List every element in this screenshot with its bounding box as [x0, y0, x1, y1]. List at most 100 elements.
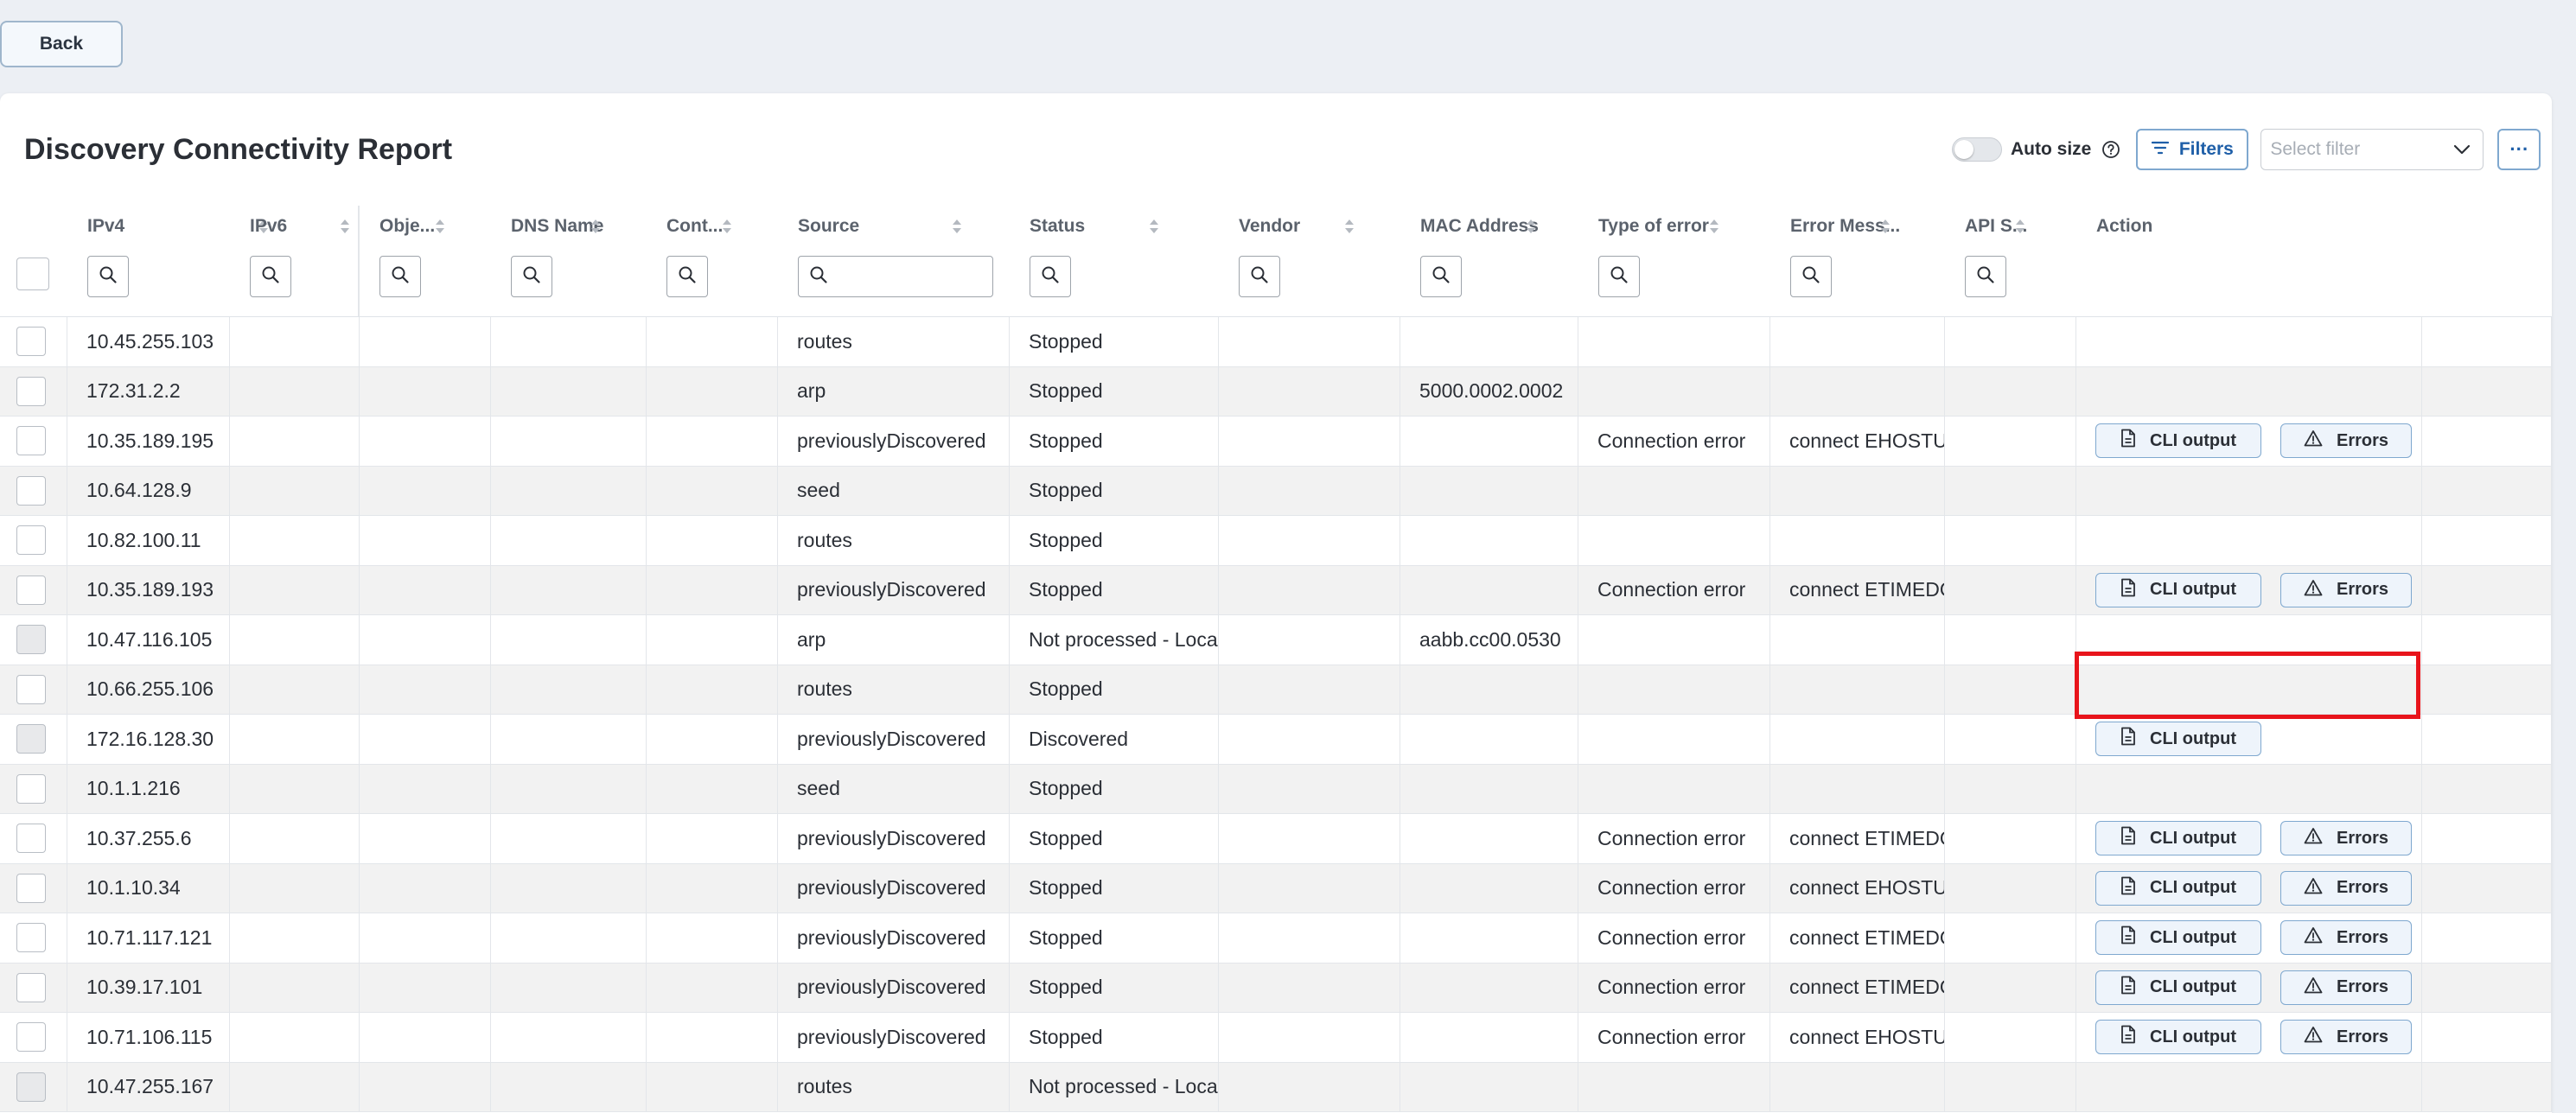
cell-action [2076, 1062, 2422, 1111]
search-icon [522, 265, 541, 289]
cell-error_message [1770, 615, 1945, 665]
table-row: 10.35.189.195 previouslyDiscovered Stopped… [0, 417, 2552, 467]
row-checkbox[interactable] [16, 1022, 46, 1053]
sort-icon[interactable] [1708, 218, 1720, 239]
cell-ipv6 [230, 715, 360, 764]
table-row: 10.1.1.216 seed Stopped [0, 764, 2552, 814]
search-button-error_type[interactable] [1598, 256, 1640, 297]
sort-icon[interactable] [1148, 218, 1160, 239]
search-button-ipv6[interactable] [250, 256, 291, 297]
cell-vendor [1219, 764, 1400, 813]
row-checkbox[interactable] [16, 972, 46, 1002]
cli-output-button[interactable]: CLI output [2095, 1020, 2261, 1055]
sort-icon[interactable] [590, 218, 602, 239]
table-row: 10.37.255.6 previouslyDiscovered Stopped Co… [0, 814, 2552, 864]
search-button-context[interactable] [666, 256, 708, 297]
column-label-ipv4: IPv4 [87, 216, 125, 236]
search-button-error_message[interactable] [1790, 256, 1832, 297]
row-checkbox[interactable] [16, 674, 46, 704]
cell-vendor [1219, 366, 1400, 416]
search-button-mac[interactable] [1420, 256, 1462, 297]
select-all-checkbox[interactable] [16, 258, 49, 290]
chevron-down-icon [2453, 139, 2471, 160]
cell-error_message [1770, 1062, 1945, 1111]
row-checkbox[interactable] [16, 426, 46, 456]
cell-error_message [1770, 366, 1945, 416]
filters-button[interactable]: Filters [2136, 129, 2249, 170]
sort-icon[interactable] [721, 218, 733, 239]
cell-vendor [1219, 417, 1400, 466]
autosize-toggle[interactable] [1952, 137, 2002, 162]
cell-vendor [1219, 516, 1400, 565]
cell-dns [491, 516, 647, 565]
errors-button[interactable]: Errors [2280, 870, 2412, 906]
cell-select [0, 615, 67, 665]
sort-icon[interactable] [258, 218, 270, 239]
cli-output-button[interactable]: CLI output [2095, 572, 2261, 607]
cell-select [0, 516, 67, 565]
column-label-mac: MAC Address [1420, 216, 1539, 236]
sort-icon[interactable] [1343, 218, 1355, 239]
sort-icon[interactable] [2014, 218, 2026, 239]
search-button-objects[interactable] [379, 256, 421, 297]
errors-button[interactable]: Errors [2280, 423, 2412, 459]
cell-status: Stopped [1010, 913, 1219, 963]
search-button-status[interactable] [1030, 256, 1071, 297]
cli-output-button[interactable]: CLI output [2095, 821, 2261, 856]
cli-output-label: CLI output [2150, 927, 2236, 947]
search-button-api[interactable] [1965, 256, 2006, 297]
row-checkbox[interactable] [16, 327, 46, 357]
help-icon[interactable] [2101, 140, 2120, 159]
back-button[interactable]: Back [0, 21, 123, 67]
errors-button[interactable]: Errors [2280, 572, 2412, 607]
errors-button[interactable]: Errors [2280, 920, 2412, 956]
cell-status: Stopped [1010, 1013, 1219, 1062]
cell-ipv4: 10.47.116.105 [67, 615, 230, 665]
cli-output-button[interactable]: CLI output [2095, 870, 2261, 906]
row-checkbox[interactable] [16, 923, 46, 953]
header-dns: DNS Name [491, 206, 647, 316]
row-checkbox[interactable] [16, 773, 46, 804]
cell-error_message: connect ETIMEDOUT [1770, 565, 1945, 614]
more-options-button[interactable]: ··· [2497, 129, 2541, 170]
cell-api [1945, 963, 2076, 1012]
row-checkbox[interactable] [16, 475, 46, 506]
sort-icon[interactable] [1525, 218, 1537, 239]
cell-mac [1400, 1062, 1578, 1111]
cli-output-button[interactable]: CLI output [2095, 970, 2261, 1005]
row-checkbox[interactable] [16, 376, 46, 406]
cell-error_type: Connection error [1578, 417, 1770, 466]
cell-dns [491, 764, 647, 813]
cell-mac [1400, 863, 1578, 913]
cell-vendor [1219, 1013, 1400, 1062]
row-checkbox[interactable] [16, 824, 46, 854]
sort-icon[interactable] [434, 218, 446, 239]
cell-status: Stopped [1010, 863, 1219, 913]
row-checkbox[interactable] [16, 873, 46, 903]
search-button-vendor[interactable] [1239, 256, 1280, 297]
row-checkbox[interactable] [16, 575, 46, 605]
cell-error_message: connect EHOSTUNREACH [1770, 1013, 1945, 1062]
sort-icon[interactable] [339, 218, 351, 239]
header-action: Action [2076, 206, 2422, 316]
search-button-dns[interactable] [511, 256, 552, 297]
cli-output-button[interactable]: CLI output [2095, 920, 2261, 956]
cell-action: CLI output Errors [2076, 1013, 2422, 1062]
source-search-input[interactable] [798, 256, 993, 297]
cell-ipv4: 10.1.1.216 [67, 764, 230, 813]
errors-button[interactable]: Errors [2280, 1020, 2412, 1055]
search-button-ipv4[interactable] [87, 256, 129, 297]
cell-error_message [1770, 317, 1945, 366]
cell-error_type: Connection error [1578, 1013, 1770, 1062]
sort-icon[interactable] [951, 218, 963, 239]
errors-button[interactable]: Errors [2280, 970, 2412, 1005]
errors-button[interactable]: Errors [2280, 821, 2412, 856]
row-checkbox[interactable] [16, 525, 46, 556]
cell-mac [1400, 565, 1578, 614]
cell-context [647, 565, 778, 614]
cell-action [2076, 516, 2422, 565]
cli-output-button[interactable]: CLI output [2095, 722, 2261, 757]
cli-output-button[interactable]: CLI output [2095, 423, 2261, 459]
select-filter-dropdown[interactable]: Select filter [2260, 129, 2484, 170]
sort-icon[interactable] [1879, 218, 1891, 239]
